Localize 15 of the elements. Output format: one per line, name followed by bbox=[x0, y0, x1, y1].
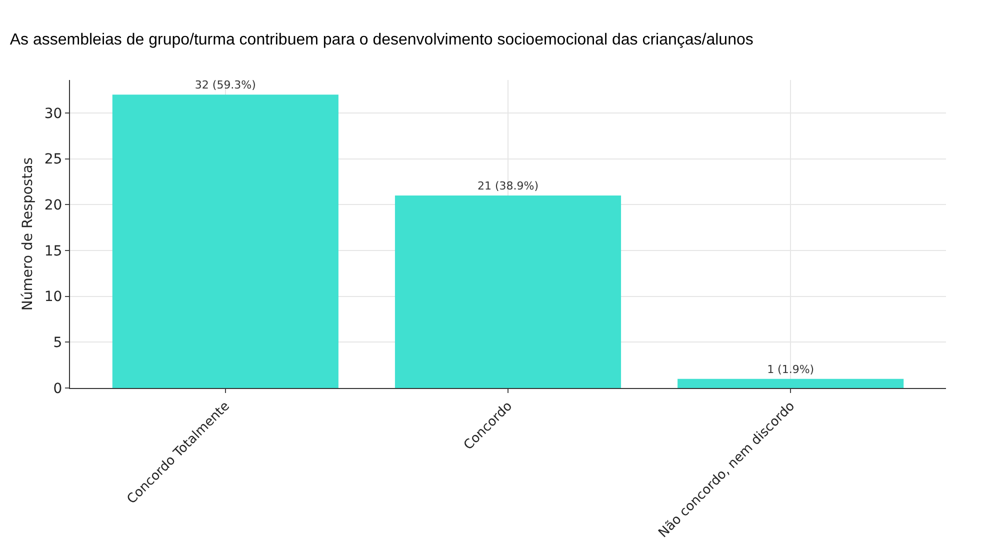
data-label: 1 (1.9%) bbox=[767, 362, 814, 376]
y-tick-label: 15 bbox=[44, 243, 62, 260]
chart-title: As assembleias de grupo/turma contribuem para o desenvolvimento socioemocional das crianças/alunos bbox=[10, 32, 754, 49]
bar bbox=[678, 378, 904, 388]
bar bbox=[112, 94, 338, 388]
data-label: 32 (59.3%) bbox=[194, 78, 256, 92]
y-tick-label: 30 bbox=[44, 106, 62, 122]
y-axis-title: Número de Respostas bbox=[20, 157, 36, 311]
y-tick-label: 20 bbox=[44, 198, 62, 214]
data-label: 21 (38.9%) bbox=[477, 180, 539, 192]
bar bbox=[394, 196, 622, 388]
y-tick-label: 25 bbox=[44, 152, 62, 168]
y-tick-label: 5 bbox=[53, 335, 62, 352]
y-tick-label: 10 bbox=[44, 289, 62, 306]
y-tick-label: 0 bbox=[53, 380, 62, 397]
